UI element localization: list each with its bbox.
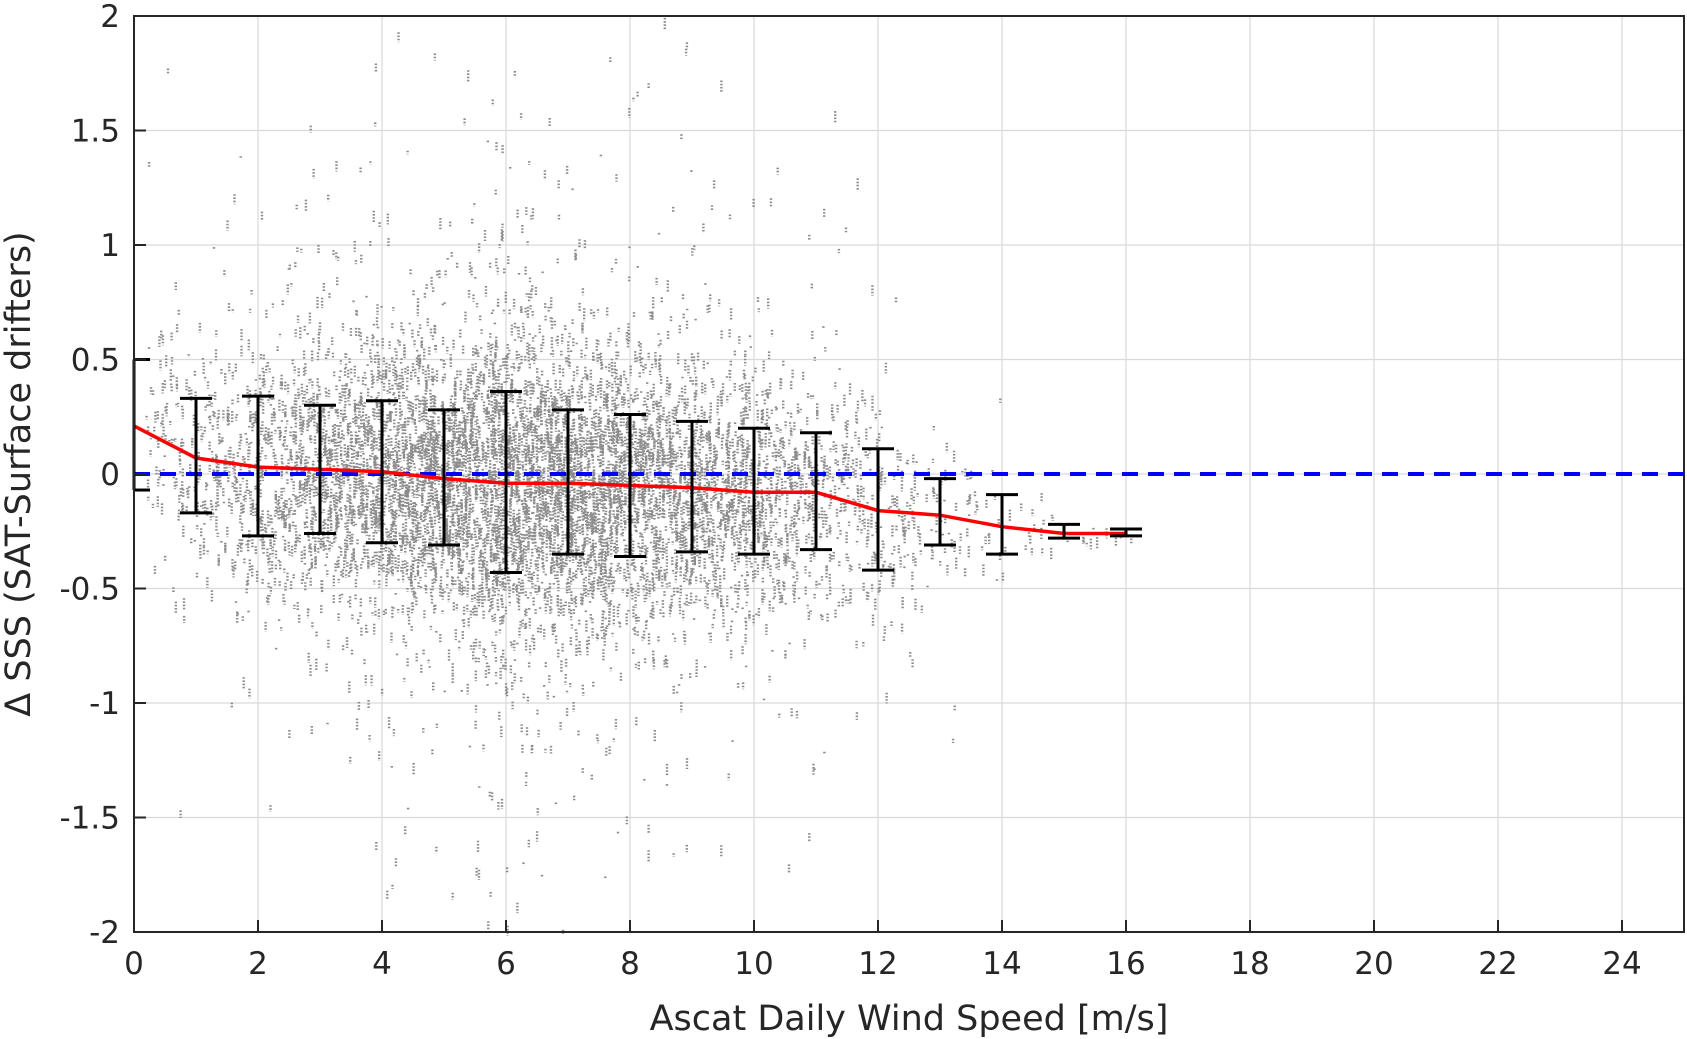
error-bar xyxy=(242,394,274,538)
y-tick-label: 1.5 xyxy=(71,114,120,150)
x-tick-label: 0 xyxy=(124,946,144,982)
scatter-points xyxy=(145,17,1133,936)
x-tick-label: 18 xyxy=(1230,946,1269,982)
y-tick-label: 0 xyxy=(100,457,120,493)
x-tick-label: 16 xyxy=(1106,946,1145,982)
y-tick-label: -0.5 xyxy=(60,572,121,608)
y-tick-label: -2 xyxy=(89,915,120,951)
y-tick-label: -1 xyxy=(89,686,120,722)
error-bars xyxy=(132,358,1142,574)
y-tick-label: 0.5 xyxy=(71,343,120,379)
x-tick-label: 24 xyxy=(1602,946,1641,982)
y-axis-ticks: -2 -1.5 -1 -0.5 0 0.5 1 1.5 2 xyxy=(60,0,146,951)
error-bar xyxy=(924,477,956,547)
error-bar xyxy=(1110,527,1142,538)
error-bar xyxy=(180,396,212,515)
error-bar xyxy=(428,408,460,547)
error-bar xyxy=(304,403,336,536)
error-bar xyxy=(490,390,522,574)
y-tick-label: -1.5 xyxy=(60,801,121,837)
y-axis-label: Δ SSS (SAT-Surface drifters) xyxy=(0,231,39,716)
error-bar xyxy=(986,493,1018,556)
x-tick-label: 4 xyxy=(372,946,392,982)
error-bar xyxy=(552,408,584,556)
error-bar xyxy=(366,399,398,545)
x-tick-label: 12 xyxy=(858,946,897,982)
error-bar xyxy=(1048,522,1080,540)
y-tick-label: 1 xyxy=(100,228,120,264)
x-tick-label: 2 xyxy=(248,946,268,982)
x-tick-label: 6 xyxy=(496,946,516,982)
x-axis-ticks: 0 2 4 6 8 10 12 14 16 18 20 22 24 xyxy=(124,920,1642,982)
x-tick-label: 20 xyxy=(1354,946,1393,982)
error-bar xyxy=(738,426,770,556)
error-bar xyxy=(800,431,832,552)
x-tick-label: 14 xyxy=(982,946,1021,982)
x-axis-label: Ascat Daily Wind Speed [m/s] xyxy=(650,999,1169,1039)
error-bar xyxy=(862,447,894,572)
x-tick-label: 8 xyxy=(620,946,640,982)
y-tick-label: 2 xyxy=(100,0,120,35)
error-bar xyxy=(676,419,708,554)
x-tick-label: 10 xyxy=(734,946,773,982)
scatter-cloud xyxy=(145,17,1133,936)
x-tick-label: 22 xyxy=(1478,946,1517,982)
error-bar xyxy=(614,412,646,558)
